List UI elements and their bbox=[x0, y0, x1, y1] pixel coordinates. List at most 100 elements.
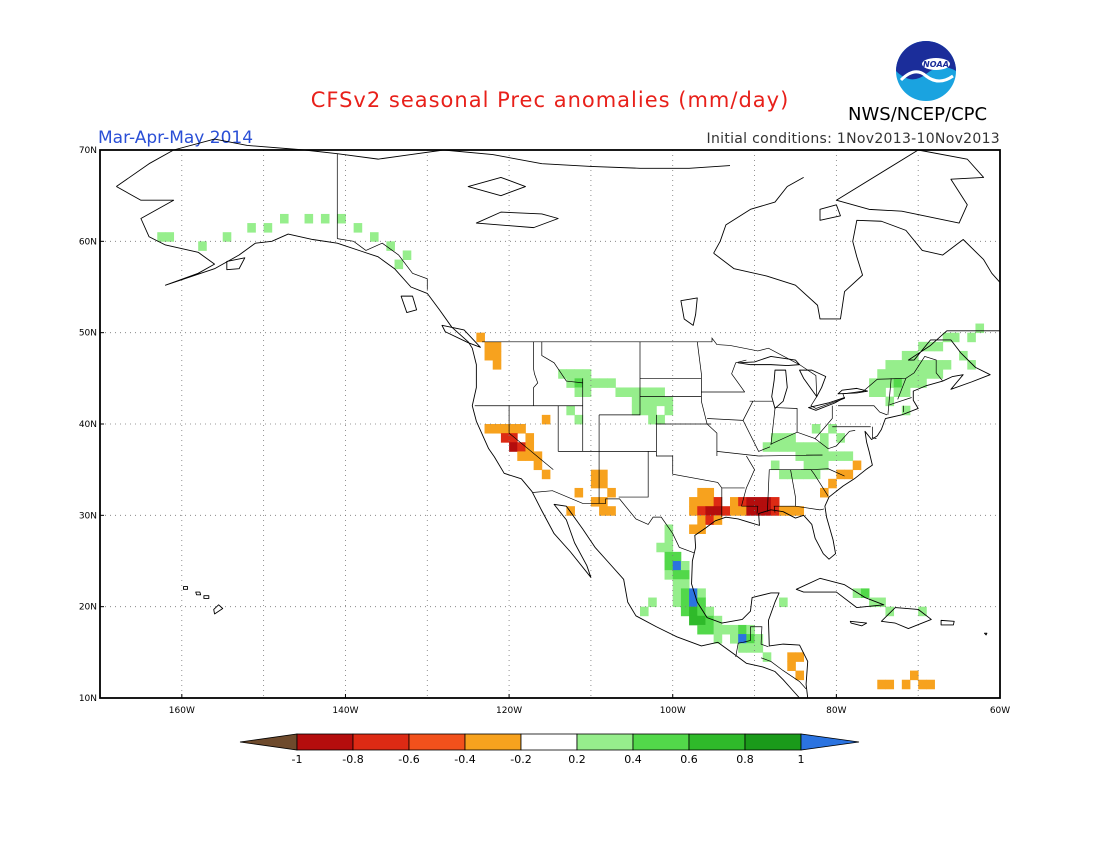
anomaly-cell bbox=[820, 451, 829, 461]
anomaly-cell bbox=[664, 551, 674, 562]
anomaly-cell bbox=[607, 506, 616, 516]
anomaly-cell bbox=[648, 405, 657, 416]
anomaly-cell bbox=[893, 369, 903, 379]
anomaly-cell bbox=[640, 387, 649, 397]
anomaly-cell bbox=[664, 396, 674, 407]
anomaly-cell bbox=[811, 451, 821, 461]
lat-tick-label: 50N bbox=[79, 329, 97, 339]
colorbar-swatch bbox=[632, 733, 690, 751]
anomaly-cell bbox=[705, 624, 715, 635]
anomaly-cell bbox=[664, 570, 674, 580]
anomaly-cell bbox=[918, 378, 927, 388]
anomaly-cell bbox=[942, 360, 952, 370]
anomaly-cell bbox=[484, 341, 494, 352]
anomaly-cell bbox=[869, 378, 878, 388]
anomaly-cell bbox=[893, 360, 903, 370]
island-cuba bbox=[795, 577, 885, 609]
anomaly-cell bbox=[918, 679, 927, 690]
anomaly-cell bbox=[574, 369, 584, 379]
anomaly-cell bbox=[640, 606, 649, 617]
state-border bbox=[741, 455, 755, 507]
anomaly-cell bbox=[869, 597, 878, 608]
anomaly-cell bbox=[877, 378, 886, 388]
island-kodiak bbox=[226, 257, 246, 271]
anomaly-cell bbox=[844, 451, 854, 461]
anomaly-cell bbox=[615, 387, 625, 397]
anomaly-cell bbox=[738, 634, 747, 644]
anomaly-cell bbox=[304, 213, 314, 224]
state-border bbox=[770, 408, 776, 446]
anomaly-cell bbox=[885, 369, 895, 379]
lat-tick-label: 30N bbox=[79, 511, 97, 521]
agency-label: NWS/NCEP/CPC bbox=[848, 104, 988, 125]
anomaly-cell bbox=[590, 478, 600, 489]
border-us-mexico bbox=[532, 490, 695, 554]
lat-tick-label: 20N bbox=[79, 603, 97, 613]
anomaly-cell bbox=[656, 396, 665, 407]
anomaly-cell bbox=[803, 460, 813, 471]
anomaly-cell bbox=[901, 405, 911, 416]
anomaly-cell bbox=[795, 451, 805, 461]
map-title: CFSv2 seasonal Prec anomalies (mm/day) bbox=[310, 88, 790, 112]
colorbar: -1 -0.8 -0.6 -0.4 -0.2 0.2 0.4 0.6 0.8 1 bbox=[239, 733, 860, 766]
anomaly-cell bbox=[631, 405, 641, 416]
anomaly-cell bbox=[689, 606, 698, 617]
lake-huron bbox=[799, 369, 827, 398]
lon-tick-label: 60W bbox=[990, 706, 1010, 716]
anomaly-cell bbox=[697, 524, 706, 534]
anomaly-cell bbox=[926, 679, 935, 690]
anomaly-cell bbox=[836, 433, 845, 443]
anomaly-cell bbox=[910, 378, 919, 388]
anomaly-cell bbox=[672, 579, 682, 589]
anomaly-cell bbox=[574, 387, 584, 397]
anomaly-cell bbox=[590, 378, 600, 388]
anomaly-cell bbox=[942, 332, 952, 343]
state-border bbox=[774, 407, 798, 433]
state-border bbox=[696, 341, 718, 456]
anomaly-cell bbox=[811, 460, 821, 471]
anomaly-cell bbox=[656, 414, 665, 425]
anomaly-cell bbox=[680, 570, 690, 580]
island-hawaii bbox=[213, 604, 224, 615]
lon-tick-label: 160W bbox=[169, 706, 195, 716]
state-border bbox=[618, 451, 649, 498]
lake-superior bbox=[737, 355, 800, 366]
state-border bbox=[872, 426, 877, 439]
anomaly-cell bbox=[828, 424, 837, 434]
anomaly-cell bbox=[599, 469, 608, 480]
island-vancouver bbox=[441, 324, 481, 348]
colorbar-tick-label: -1 bbox=[292, 753, 303, 766]
anomaly-cell bbox=[713, 506, 723, 516]
coastline-hudson-east bbox=[713, 219, 1001, 320]
anomaly-cell bbox=[517, 442, 526, 452]
anomaly-cell bbox=[721, 506, 731, 516]
colorbar-tick-label: 0.2 bbox=[568, 753, 586, 766]
island-hispaniola bbox=[880, 607, 932, 630]
anomaly-cell bbox=[787, 506, 796, 516]
anomaly-cell bbox=[910, 670, 919, 681]
state-border bbox=[741, 505, 759, 514]
anomaly-cell bbox=[500, 433, 510, 443]
anomaly-cell bbox=[770, 460, 780, 471]
anomaly-cell bbox=[852, 588, 862, 598]
anomaly-cell bbox=[337, 213, 346, 224]
anomaly-cell bbox=[599, 506, 608, 516]
anomaly-cell bbox=[198, 241, 207, 251]
anomaly-cell bbox=[672, 597, 682, 608]
state-border bbox=[838, 405, 888, 416]
island-oahu bbox=[195, 591, 202, 596]
anomaly-cell bbox=[918, 369, 927, 379]
anomaly-cell bbox=[664, 405, 674, 416]
lat-labels: 10N 20N 30N 40N 50N 60N 70N bbox=[79, 146, 104, 704]
lon-tick-label: 80W bbox=[826, 706, 846, 716]
anomaly-cell bbox=[713, 624, 723, 635]
anomaly-cell bbox=[934, 360, 944, 370]
anomaly-cell bbox=[680, 588, 690, 598]
anomaly-cell bbox=[893, 387, 903, 397]
state-border bbox=[707, 401, 754, 421]
lake-erie bbox=[808, 397, 845, 411]
state-border bbox=[889, 397, 912, 406]
island-maui bbox=[203, 595, 210, 599]
anomaly-cell bbox=[607, 378, 616, 388]
colorbar-swatch bbox=[408, 733, 466, 751]
